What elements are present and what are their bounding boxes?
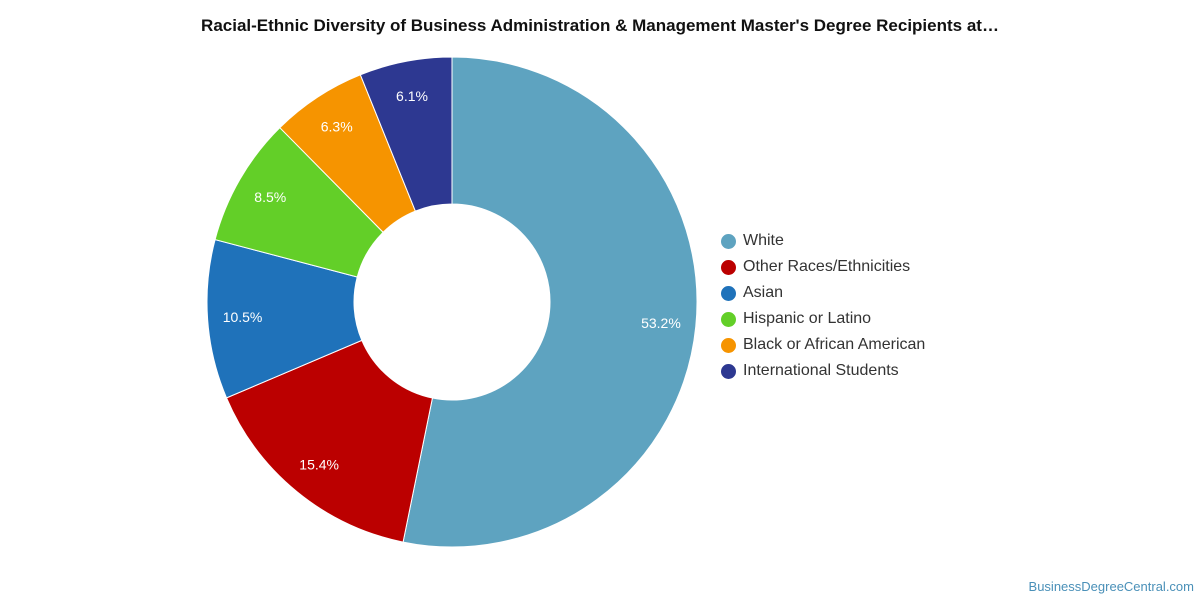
legend-item-2[interactable]: Asian	[721, 280, 925, 306]
legend-label: Black or African American	[743, 336, 926, 353]
chart-title: Racial-Ethnic Diversity of Business Admi…	[201, 16, 999, 35]
legend-swatch-icon	[721, 259, 736, 275]
slice-label-5: 6.1%	[396, 88, 428, 104]
legend-swatch-icon	[721, 337, 736, 353]
legend-item-0[interactable]: White	[721, 228, 925, 254]
legend-label: White	[743, 232, 784, 249]
legend-item-4[interactable]: Black or African American	[721, 332, 925, 358]
slice-2[interactable]	[206, 238, 363, 399]
legend-swatch-icon	[721, 233, 736, 249]
slice-1[interactable]	[225, 339, 434, 543]
legend-label: International Students	[743, 362, 899, 379]
legend-swatch-icon	[721, 311, 736, 327]
slice-0[interactable]	[402, 56, 698, 548]
watermark-link[interactable]: BusinessDegreeCentral.com	[1028, 579, 1194, 594]
slice-label-2: 10.5%	[223, 309, 263, 325]
legend-label: Hispanic or Latino	[743, 310, 872, 327]
slice-label-0: 53.2%	[641, 315, 681, 331]
slice-label-1: 15.4%	[299, 457, 339, 473]
legend-item-1[interactable]: Other Races/Ethnicities	[721, 254, 925, 280]
legend-swatch-icon	[721, 285, 736, 301]
legend-item-3[interactable]: Hispanic or Latino	[721, 306, 925, 332]
slice-label-4: 6.3%	[321, 118, 353, 134]
legend-item-5[interactable]: International Students	[721, 358, 925, 384]
chart-legend: White Other Races/Ethnicities Asian Hispani…	[721, 228, 925, 384]
legend-label: Asian	[743, 284, 784, 301]
slice-5[interactable]	[359, 56, 453, 212]
slice-label-3: 8.5%	[254, 189, 286, 205]
legend-label: Other Races/Ethnicities	[743, 258, 911, 275]
legend-swatch-icon	[721, 363, 736, 379]
